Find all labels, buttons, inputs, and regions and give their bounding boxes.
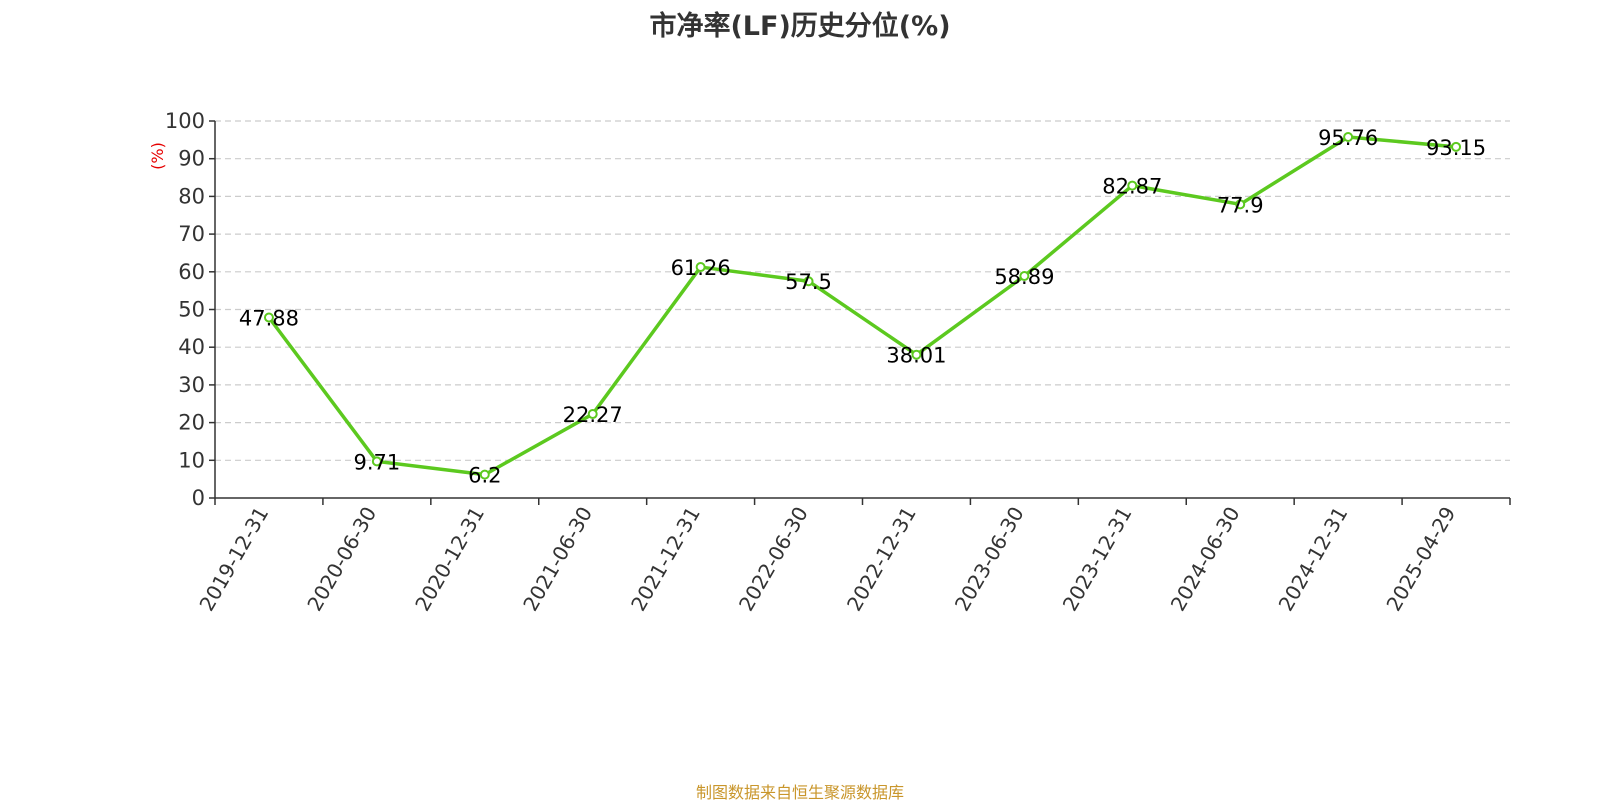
x-tick-label: 2020-06-30 — [302, 503, 381, 616]
data-point — [1127, 180, 1138, 191]
y-tick-label: 80 — [178, 184, 205, 208]
chart-title: 市净率(LF)历史分位(%) — [649, 11, 951, 42]
data-point — [371, 456, 382, 467]
x-tick-label: 2020-12-31 — [410, 502, 489, 615]
y-tick-label: 20 — [178, 411, 205, 435]
data-label: 47.88 — [239, 306, 299, 330]
data-point — [1235, 199, 1246, 210]
y-tick-label: 10 — [178, 448, 205, 472]
x-tick-label: 2025-04-29 — [1381, 503, 1460, 616]
y-tick-label: 100 — [165, 109, 205, 133]
data-point — [479, 469, 490, 480]
y-unit-label: (%) — [148, 142, 167, 170]
data-label: 22.27 — [563, 403, 623, 427]
data-point — [1343, 131, 1354, 142]
x-tick-label: 2021-12-31 — [626, 503, 705, 616]
series-line — [267, 135, 1457, 477]
data-point — [695, 262, 706, 273]
data-source-note: 制图数据来自恒生聚源数据库 — [695, 783, 904, 802]
data-label: 82.87 — [1102, 175, 1162, 199]
data-point — [803, 276, 814, 287]
x-tick-label: 2024-06-30 — [1166, 503, 1245, 616]
y-tick-label: 70 — [178, 222, 205, 246]
data-label: 95.76 — [1318, 126, 1378, 150]
data-label: 9.71 — [353, 450, 400, 474]
data-label: 38.01 — [886, 344, 946, 368]
x-tick-label: 2022-06-30 — [734, 503, 813, 616]
data-point — [1019, 270, 1030, 281]
data-point — [263, 312, 274, 323]
data-label: 58.89 — [994, 265, 1054, 289]
y-tick-label: 30 — [178, 373, 205, 397]
x-tick-label: 2023-12-31 — [1058, 503, 1137, 616]
y-tick-label: 90 — [178, 147, 205, 171]
x-tick-label: 2023-06-30 — [950, 503, 1029, 616]
x-tick-label: 2019-12-31 — [194, 503, 273, 616]
x-tick-label: 2024-12-31 — [1274, 503, 1353, 616]
y-tick-label: 0 — [192, 486, 205, 510]
data-label: 93.15 — [1426, 136, 1486, 160]
y-tick-label: 50 — [178, 298, 205, 322]
y-tick-label: 40 — [178, 335, 205, 359]
data-label: 61.26 — [671, 256, 731, 280]
data-point — [587, 409, 598, 420]
data-label: 6.2 — [468, 464, 501, 488]
data-label: 77.9 — [1217, 193, 1264, 217]
data-point — [1451, 141, 1462, 152]
data-point — [911, 349, 922, 360]
data-label: 57.5 — [785, 270, 832, 294]
x-tick-label: 2022-12-31 — [842, 502, 921, 615]
x-tick-label: 2021-06-30 — [518, 503, 597, 616]
y-tick-label: 60 — [178, 260, 205, 284]
